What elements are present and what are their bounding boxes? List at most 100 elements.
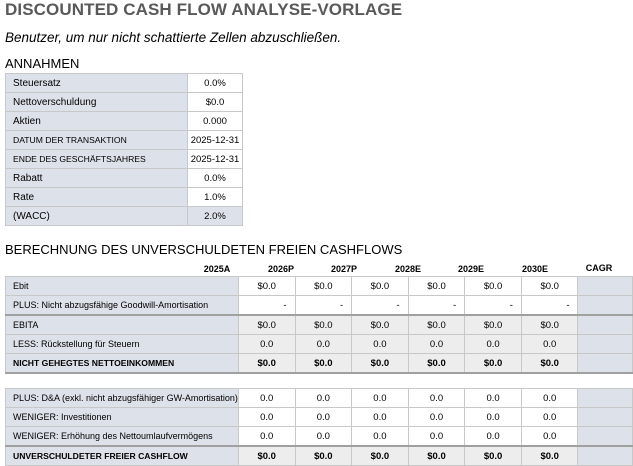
assumption-value-cell[interactable]: $0.0 [187, 92, 243, 112]
table-row: PLUS: Nicht abzugsfähige Goodwill-Amorti… [5, 295, 633, 316]
value-cell: $0.0 [237, 445, 296, 466]
assumption-value-cell[interactable]: 2.0% [187, 206, 243, 226]
value-cell: $0.0 [351, 353, 409, 374]
assumption-value-cell[interactable]: 2025-12-31 [187, 149, 243, 169]
value-cell: 0.0 [351, 334, 409, 354]
cagr-cell [577, 407, 633, 427]
value-cell[interactable]: 0.0 [520, 407, 579, 427]
assumption-row: Nettoverschuldung $0.0 [5, 92, 243, 112]
cagr-cell [577, 295, 633, 316]
table-row: Ebit $0.0 $0.0 $0.0 $0.0 $0.0 $0.0 [5, 276, 633, 296]
value-cell[interactable]: $0.0 [520, 276, 579, 296]
row-label: NICHT GEHEGTES NETTOEINKOMMEN [5, 353, 239, 374]
value-cell: $0.0 [237, 353, 296, 374]
value-cell[interactable]: $0.0 [237, 276, 296, 296]
value-cell: $0.0 [464, 314, 522, 335]
table-row: LESS: Rückstellung für Steuern 0.0 0.0 0… [5, 334, 633, 354]
value-cell[interactable]: 0.0 [407, 426, 466, 447]
table-row: NICHT GEHEGTES NETTOEINKOMMEN $0.0 $0.0 … [5, 353, 633, 374]
assumption-row: Rabatt 0.0% [5, 168, 243, 188]
row-label: WENIGER: Investitionen [5, 407, 239, 427]
cashflow-table: Ebit $0.0 $0.0 $0.0 $0.0 $0.0 $0.0 PLUS:… [5, 276, 633, 466]
value-cell[interactable]: 0.0 [464, 388, 522, 408]
value-cell: $0.0 [407, 314, 466, 335]
assumption-label: Steuersatz [5, 73, 188, 93]
cagr-cell [577, 334, 633, 354]
value-cell[interactable]: $0.0 [407, 276, 466, 296]
value-cell[interactable]: - [294, 295, 353, 316]
value-cell[interactable]: 0.0 [294, 407, 353, 427]
assumption-value-cell[interactable]: 0.0% [187, 73, 243, 93]
page-subtitle: Benutzer, um nur nicht schattierte Zelle… [5, 30, 342, 45]
value-cell: $0.0 [520, 314, 579, 335]
value-cell: 0.0 [464, 334, 522, 354]
value-cell: $0.0 [351, 314, 409, 335]
cagr-cell [577, 426, 633, 447]
value-cell: $0.0 [407, 353, 466, 374]
assumption-label: Aktien [5, 111, 188, 131]
year-header: 2028E [394, 264, 422, 274]
year-header: 2029E [457, 264, 485, 274]
assumption-label: ENDE DES GESCHÄFTSJAHRES [5, 149, 188, 169]
value-cell: 0.0 [407, 334, 466, 354]
value-cell[interactable]: 0.0 [294, 388, 353, 408]
value-cell[interactable]: 0.0 [407, 407, 466, 427]
value-cell[interactable]: 0.0 [351, 426, 409, 447]
value-cell[interactable]: 0.0 [464, 407, 522, 427]
row-label: WENIGER: Erhöhung des Nettoumlaufvermöge… [5, 426, 239, 447]
value-cell[interactable]: 0.0 [237, 407, 296, 427]
row-label: LESS: Rückstellung für Steuern [5, 334, 239, 354]
year-header: 2030E [521, 264, 549, 274]
value-cell[interactable]: - [464, 295, 522, 316]
value-cell[interactable]: - [407, 295, 466, 316]
cashflow-heading: BERECHNUNG DES UNVERSCHULDETEN FREIEN CA… [5, 242, 403, 257]
assumption-row: DATUM DER TRANSAKTION 2025-12-31 [5, 130, 243, 150]
value-cell: 0.0 [520, 334, 579, 354]
year-header: 2027P [330, 264, 358, 274]
assumption-value-cell[interactable]: 0.0% [187, 168, 243, 188]
cagr-cell [577, 276, 633, 296]
value-cell[interactable]: - [237, 295, 296, 316]
cagr-cell [577, 353, 633, 374]
value-cell: $0.0 [520, 353, 579, 374]
assumption-label: (WACC) [5, 206, 188, 226]
assumption-value-cell[interactable]: 1.0% [187, 187, 243, 207]
row-label: UNVERSCHULDETER FREIER CASHFLOW [5, 445, 239, 466]
value-cell[interactable]: 0.0 [294, 426, 353, 447]
assumption-row: ENDE DES GESCHÄFTSJAHRES 2025-12-31 [5, 149, 243, 169]
assumption-row: Steuersatz 0.0% [5, 73, 243, 93]
value-cell[interactable]: - [351, 295, 409, 316]
cagr-cell [577, 314, 633, 335]
value-cell[interactable]: $0.0 [294, 276, 353, 296]
value-cell[interactable]: 0.0 [237, 426, 296, 447]
value-cell[interactable]: 0.0 [237, 388, 296, 408]
value-cell[interactable]: 0.0 [520, 388, 579, 408]
table-row: EBITA $0.0 $0.0 $0.0 $0.0 $0.0 $0.0 [5, 314, 633, 335]
table-row: WENIGER: Investitionen 0.0 0.0 0.0 0.0 0… [5, 407, 633, 427]
row-label: PLUS: Nicht abzugsfähige Goodwill-Amorti… [5, 295, 239, 316]
value-cell: $0.0 [294, 353, 353, 374]
value-cell: 0.0 [237, 334, 296, 354]
assumption-value-cell[interactable]: 0.000 [187, 111, 243, 131]
table-row: UNVERSCHULDETER FREIER CASHFLOW $0.0 $0.… [5, 445, 633, 466]
assumption-label: Rate [5, 187, 188, 207]
value-cell[interactable]: 0.0 [520, 426, 579, 447]
value-cell[interactable]: 0.0 [407, 388, 466, 408]
page-title: DISCOUNTED CASH FLOW ANALYSE-VORLAGE [5, 0, 403, 19]
value-cell[interactable]: 0.0 [464, 426, 522, 447]
value-cell[interactable]: 0.0 [351, 407, 409, 427]
value-cell[interactable]: $0.0 [464, 276, 522, 296]
table-row: WENIGER: Erhöhung des Nettoumlaufvermöge… [5, 426, 633, 447]
value-cell[interactable]: 0.0 [351, 388, 409, 408]
value-cell: $0.0 [351, 445, 409, 466]
year-header: 2025A [203, 264, 231, 274]
spacer-row [5, 373, 633, 389]
value-cell[interactable]: $0.0 [351, 276, 409, 296]
value-cell: $0.0 [407, 445, 466, 466]
value-cell[interactable]: - [520, 295, 579, 316]
year-header: 2026P [267, 264, 295, 274]
assumptions-table: Steuersatz 0.0% Nettoverschuldung $0.0 A… [5, 73, 243, 226]
assumption-value-cell[interactable]: 2025-12-31 [187, 130, 243, 150]
value-cell: $0.0 [520, 445, 579, 466]
value-cell: 0.0 [294, 334, 353, 354]
